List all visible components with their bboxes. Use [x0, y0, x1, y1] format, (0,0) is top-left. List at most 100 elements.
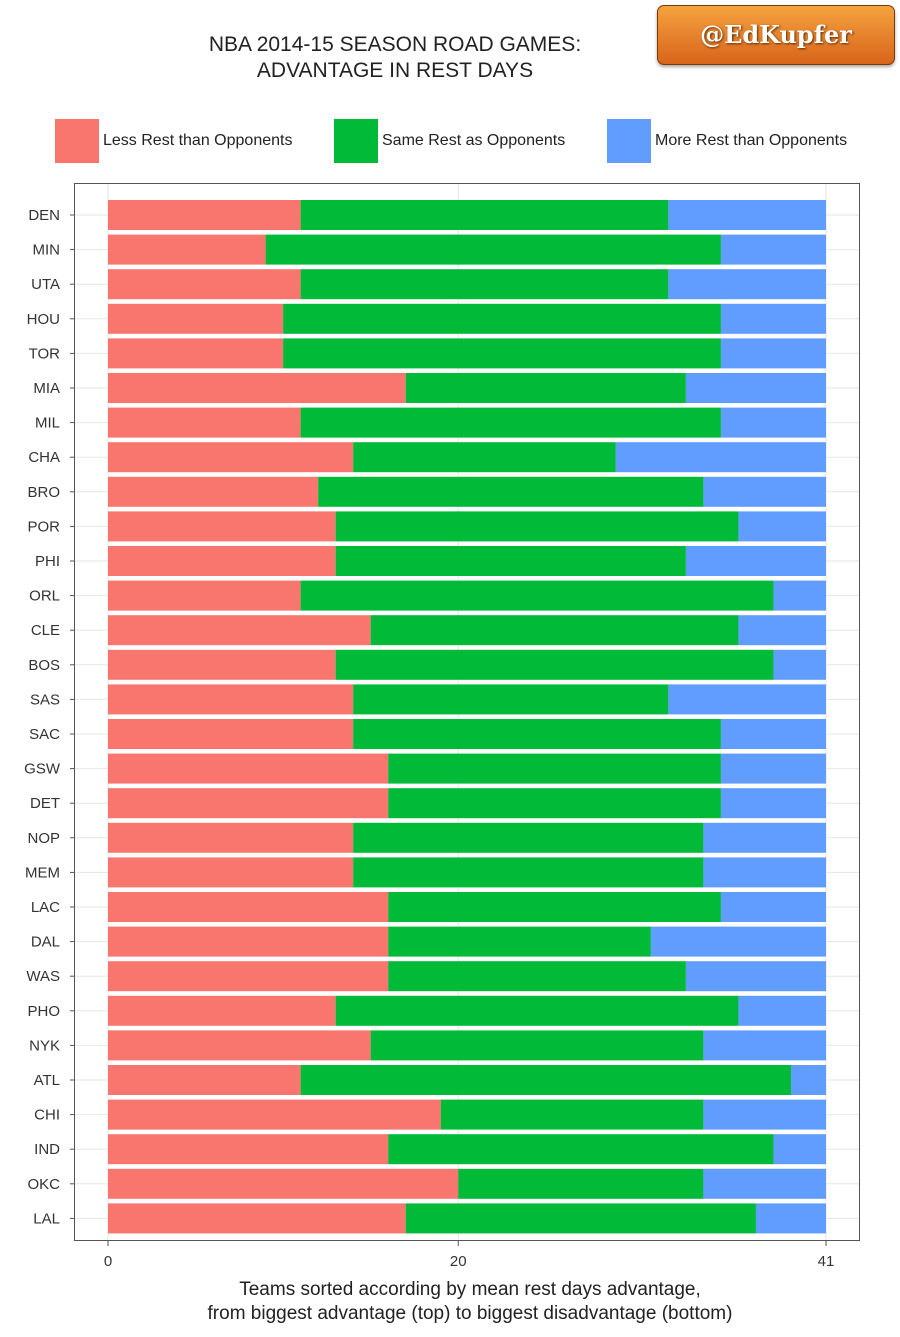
bar-mia-series-1: [108, 373, 406, 403]
bar-phi-series-3: [685, 546, 826, 576]
bar-uta-series-1: [108, 269, 301, 300]
y-tick-label-mia: MIA: [33, 380, 60, 397]
x-tick-label-0: 0: [104, 1253, 112, 1270]
bar-nop-series-3: [703, 822, 826, 853]
bar-mil-series-1: [108, 407, 301, 438]
bar-den-series-3: [668, 200, 826, 230]
bar-cle-series-2: [370, 615, 739, 646]
legend-swatch-less-rest: [55, 119, 99, 163]
x-axis-caption-line-2: from biggest advantage (top) to biggest …: [207, 1303, 733, 1324]
y-tick-label-was: WAS: [26, 968, 60, 985]
bar-dal-series-2: [388, 926, 651, 957]
bar-mia-series-2: [405, 373, 686, 403]
bar-nop-series-2: [353, 822, 704, 853]
bar-lac-series-3: [720, 892, 826, 922]
bar-sas-series-1: [108, 684, 354, 715]
bar-gsw-series-2: [388, 753, 721, 784]
y-tick-label-pho: PHO: [27, 1003, 60, 1020]
watermark-badge: @EdKupfer: [657, 5, 895, 65]
y-tick-label-atl: ATL: [34, 1072, 60, 1089]
y-tick-label-hou: HOU: [27, 311, 60, 328]
y-tick-label-min: MIN: [33, 242, 61, 259]
bar-okc-series-1: [108, 1168, 459, 1199]
bar-cle-series-3: [738, 615, 826, 646]
bar-sac-series-2: [353, 719, 721, 749]
bar-lac-series-2: [388, 892, 721, 922]
y-tick-label-chi: CHI: [34, 1107, 60, 1124]
bar-gsw-series-3: [720, 753, 826, 784]
x-axis-caption: Teams sorted according by mean rest days…: [100, 1278, 840, 1326]
bar-okc-series-2: [458, 1168, 704, 1199]
bar-mem-series-2: [353, 857, 704, 888]
y-tick-label-cle: CLE: [31, 622, 60, 639]
bar-was-series-3: [685, 961, 826, 992]
bar-sac-series-1: [108, 719, 354, 749]
y-tick-label-tor: TOR: [29, 345, 61, 362]
bar-bro-series-1: [108, 476, 319, 507]
bar-bos-series-3: [773, 649, 826, 680]
bar-nop-series-1: [108, 822, 354, 853]
bar-por-series-2: [335, 511, 739, 542]
x-tick-label-41: 41: [818, 1253, 835, 1270]
bar-orl-series-2: [300, 580, 774, 611]
bar-lal-series-1: [108, 1203, 406, 1234]
bar-mil-series-3: [720, 407, 826, 438]
bar-atl-series-1: [108, 1065, 301, 1095]
legend-label-same-rest: Same Rest as Opponents: [382, 132, 566, 149]
y-tick-label-lal: LAL: [33, 1210, 60, 1227]
bar-por-series-3: [738, 511, 826, 542]
bar-hou-series-3: [720, 303, 826, 334]
y-tick-label-den: DEN: [28, 207, 60, 224]
bar-mem-series-3: [703, 857, 826, 888]
legend-label-less-rest: Less Rest than Opponents: [103, 132, 293, 149]
bar-ind-series-2: [388, 1134, 774, 1165]
legend-label-more-rest: More Rest than Opponents: [655, 132, 848, 149]
bar-lal-series-2: [405, 1203, 756, 1234]
y-tick-label-sac: SAC: [29, 726, 60, 743]
chart-title-line-1: NBA 2014-15 SEASON ROAD GAMES:: [208, 33, 582, 56]
bar-ind-series-1: [108, 1134, 389, 1165]
bar-nyk-series-2: [370, 1030, 704, 1061]
bar-chi-series-1: [108, 1099, 441, 1130]
y-tick-label-lac: LAC: [31, 899, 60, 916]
bar-cha-series-1: [108, 442, 354, 473]
bar-bos-series-2: [335, 649, 774, 680]
bar-atl-series-2: [300, 1065, 791, 1095]
bar-det-series-1: [108, 788, 389, 819]
y-tick-label-uta: UTA: [31, 276, 60, 293]
chart-title-line-2: ADVANTAGE IN REST DAYS: [256, 59, 534, 82]
bar-cha-series-3: [615, 442, 826, 473]
bar-tor-series-3: [720, 338, 826, 369]
bar-bro-series-3: [703, 476, 826, 507]
bar-nyk-series-1: [108, 1030, 371, 1061]
bar-hou-series-2: [283, 303, 721, 334]
bar-pho-series-1: [108, 995, 336, 1026]
y-tick-label-det: DET: [30, 795, 60, 812]
bar-gsw-series-1: [108, 753, 389, 784]
bar-ind-series-3: [773, 1134, 826, 1165]
bar-mem-series-1: [108, 857, 354, 888]
x-axis-caption-line-1: Teams sorted according by mean rest days…: [239, 1279, 701, 1300]
bar-lac-series-1: [108, 892, 389, 922]
bar-atl-series-3: [790, 1065, 826, 1095]
bar-dal-series-3: [650, 926, 826, 957]
y-tick-label-bro: BRO: [27, 484, 60, 501]
bar-sac-series-3: [720, 719, 826, 749]
legend-swatch-more-rest: [607, 119, 651, 163]
bar-tor-series-1: [108, 338, 284, 369]
bar-nyk-series-3: [703, 1030, 826, 1061]
bar-por-series-1: [108, 511, 336, 542]
y-tick-label-nop: NOP: [27, 830, 60, 847]
bar-det-series-2: [388, 788, 721, 819]
bar-den-series-1: [108, 200, 301, 230]
bar-mia-series-3: [685, 373, 826, 403]
bar-bro-series-2: [318, 476, 704, 507]
y-tick-label-por: POR: [27, 518, 60, 535]
y-tick-label-bos: BOS: [28, 657, 60, 674]
bar-mil-series-2: [300, 407, 721, 438]
legend-swatch-same-rest: [334, 119, 378, 163]
bar-was-series-1: [108, 961, 389, 992]
bar-den-series-2: [300, 200, 669, 230]
y-tick-label-dal: DAL: [31, 934, 60, 951]
